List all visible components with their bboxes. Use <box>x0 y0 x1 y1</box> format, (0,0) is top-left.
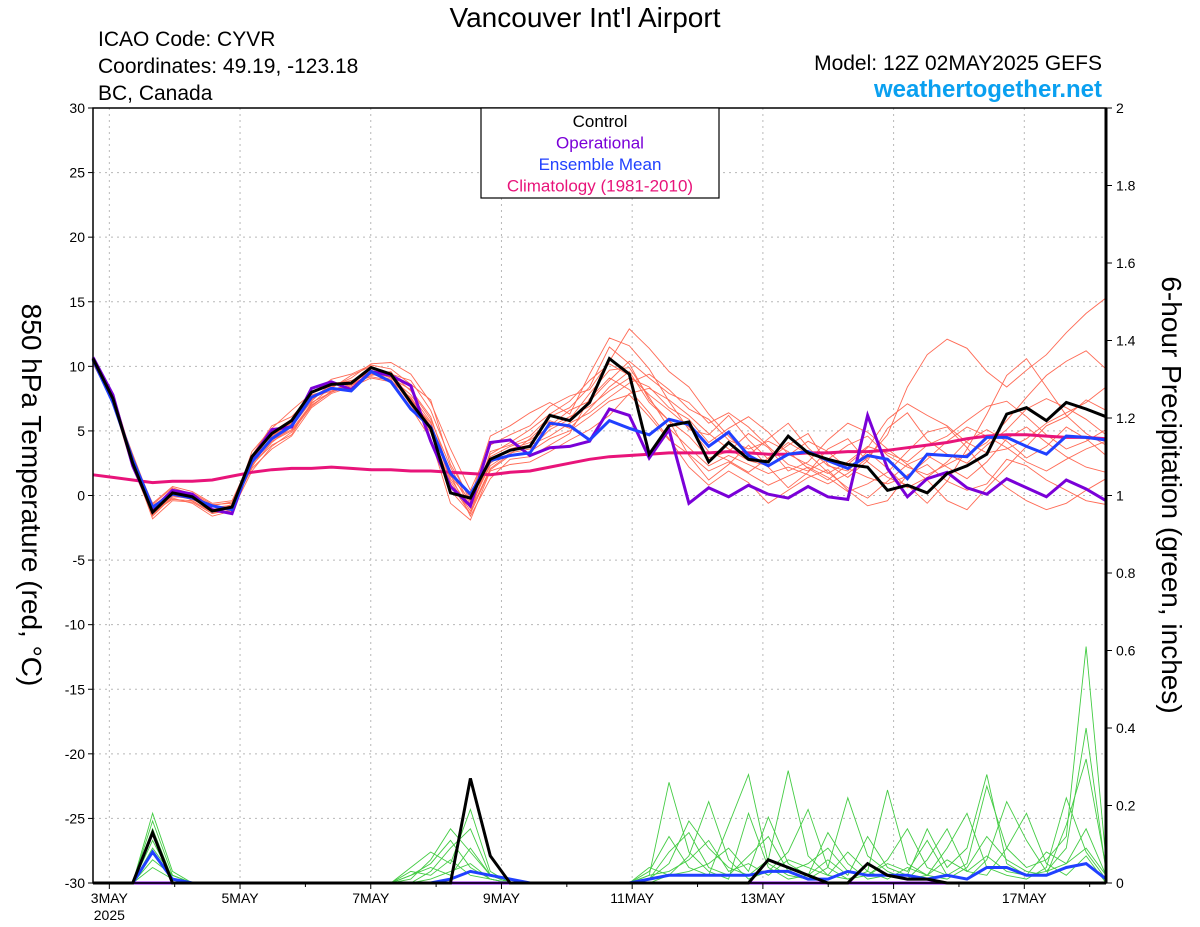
legend-entry: Operational <box>556 134 644 153</box>
right-tick-label: 2 <box>1116 100 1124 116</box>
x-tick-label: 5MAY <box>222 890 260 906</box>
left-tick-label: 15 <box>69 294 85 310</box>
right-tick-label: 0.2 <box>1116 798 1136 814</box>
precip-member-line <box>93 646 1107 884</box>
left-tick-label: 30 <box>69 100 85 116</box>
climatology-line <box>92 433 1107 485</box>
left-tick-label: 25 <box>69 165 85 181</box>
right-axis-ticks: 0 0.2 0.4 0.6 0.8 1 1.2 1.4 1.6 1.8 2 <box>1106 100 1136 891</box>
right-tick-label: 0.6 <box>1116 643 1136 659</box>
left-tick-label: 0 <box>77 488 85 504</box>
temp-member-line <box>92 350 1107 510</box>
precip-members <box>93 646 1107 884</box>
legend-entry: Control <box>573 112 628 131</box>
right-tick-label: 1.6 <box>1116 255 1136 271</box>
precip-member-line <box>93 782 1107 884</box>
right-tick-label: 0 <box>1116 875 1124 891</box>
legend: Control Operational Ensemble Mean Climatolo… <box>480 107 720 199</box>
left-axis-ticks: -30 -25 -20 -15 -10 -5 0 5 10 15 20 25 30 <box>65 100 93 891</box>
left-tick-label: -25 <box>65 810 85 826</box>
temp-members <box>92 297 1107 521</box>
x-tick-label: 11MAY <box>610 890 654 906</box>
chart-title: Vancouver Int'l Airport <box>449 2 721 33</box>
coordinates: Coordinates: 49.19, -123.18 <box>98 55 359 78</box>
x-tick-label: 9MAY <box>483 890 521 906</box>
temp-mean-line <box>91 359 1107 512</box>
right-tick-label: 0.4 <box>1116 720 1136 736</box>
x-tick-label: 15MAY <box>871 890 917 906</box>
grid <box>93 108 1106 883</box>
x-tick-label: 17MAY <box>1002 890 1048 906</box>
left-tick-label: 5 <box>77 423 85 439</box>
precip-control-line <box>93 778 1106 885</box>
right-tick-label: 1.4 <box>1116 333 1136 349</box>
legend-entry: Ensemble Mean <box>539 155 662 174</box>
right-tick-label: 0.8 <box>1116 565 1136 581</box>
right-tick-label: 1.2 <box>1116 410 1136 426</box>
x-tick-label: 13MAY <box>740 890 786 906</box>
left-tick-label: 20 <box>69 229 85 245</box>
left-tick-label: -20 <box>65 746 85 762</box>
left-tick-label: 10 <box>69 358 85 374</box>
temp-control-line <box>91 356 1107 515</box>
precip-mean-line <box>93 849 1107 885</box>
legend-entry: Climatology (1981-2010) <box>507 177 693 196</box>
left-tick-label: -30 <box>65 875 85 891</box>
brand-link[interactable]: weathertogether.net <box>873 76 1102 103</box>
icao-code: ICAO Code: CYVR <box>98 28 276 51</box>
left-tick-label: -10 <box>65 617 85 633</box>
x-tick-label: 7MAY <box>352 890 390 906</box>
right-tick-label: 1 <box>1116 488 1124 504</box>
model-run: Model: 12Z 02MAY2025 GEFS <box>814 52 1102 75</box>
left-tick-label: -15 <box>65 681 85 697</box>
precip-member-line <box>93 758 1107 884</box>
left-tick-label: -5 <box>73 552 86 568</box>
x-tick-label: 3MAY <box>91 890 129 906</box>
right-tick-label: 1.8 <box>1116 178 1136 194</box>
precip-member-line <box>93 772 1107 884</box>
right-axis-label: 6-hour Precipitation (green, inches) <box>1156 276 1187 713</box>
left-axis-label: 850 hPa Temperature (red, °C) <box>16 304 47 687</box>
region: BC, Canada <box>98 82 213 105</box>
legend-box <box>480 107 720 199</box>
temp-member-line <box>92 362 1107 513</box>
temp-member-line <box>92 359 1107 507</box>
temp-member-line <box>92 363 1107 516</box>
x-tick-sublabel: 2025 <box>94 907 125 923</box>
precip-member-line <box>93 727 1107 884</box>
